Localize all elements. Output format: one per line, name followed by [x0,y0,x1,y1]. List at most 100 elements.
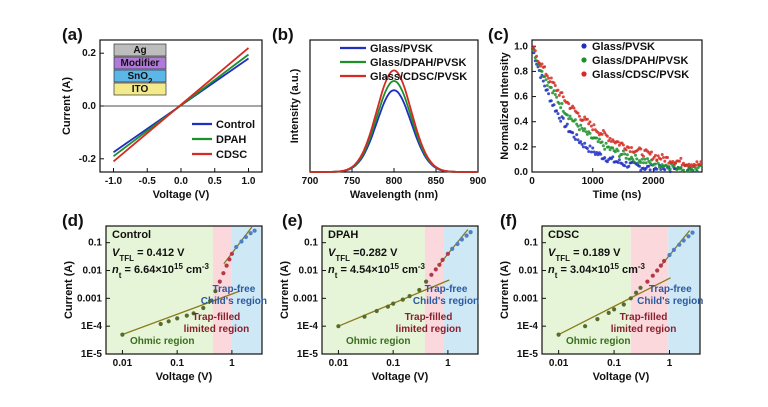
panel-c-data-point [552,81,556,85]
panel-c-data-point [600,140,604,144]
panel-c-data-point [655,158,659,162]
panel-c-data-point [662,156,665,159]
panel-c-data-point [543,84,547,88]
panel-c-data-point [552,103,556,107]
sclc-data-point [655,268,660,273]
panel-a-xtick-label: 1.0 [242,176,256,187]
child-region-label: Trap-free [649,284,692,295]
sclc-data-point [667,252,672,258]
panel-d-ytick-label: 0.1 [88,238,102,249]
panel-e-ytick-label: 0.001 [293,293,318,304]
panel-c-data-point [623,164,627,168]
sclc-data-point [184,313,189,318]
panel-f-xtick-label: 1 [667,358,673,369]
panel-c-data-point [579,123,583,127]
panel-c-data-point [632,160,636,164]
panel-c-ytick-label: 0.6 [514,92,528,103]
sclc-data-point [248,231,253,236]
panel-c-data-point [553,84,557,87]
panel-f-label: (f) [500,211,517,230]
panel-e-xlabel: Voltage (V) [372,371,429,383]
panel-c-data-point [656,154,660,158]
panel-b-series-curve [310,89,478,173]
panel-c-data-point [699,160,703,164]
sclc-data-point [583,324,588,329]
panel-c-legend-swatch [581,57,587,63]
panel-d-ytick-label: 1E-4 [81,321,103,332]
panel-c-data-point [611,155,615,159]
panel-c-data-point [549,99,553,103]
sclc-data-point [175,316,180,321]
sclc-data-point [227,257,232,262]
panel-c-data-point [583,115,587,119]
panel-c-data-point [624,156,628,160]
vtfl-value: VTFL = 0.189 V [548,247,621,263]
panel-c-data-point [585,117,589,121]
tfl-region-label: Trap-filled [620,312,668,323]
panel-c-data-point [605,160,609,164]
sclc-data-point [681,238,686,243]
sclc-data-point [445,251,450,256]
panel-e-ytick-label: 0.01 [299,266,319,277]
panel-c-data-point [613,150,617,154]
panel-c-data-point [539,76,543,80]
panel-c-xlabel: Time (ns) [593,189,642,201]
panel-c-data-point [656,161,660,165]
tfl-region-bg [424,226,445,354]
panel-a-xtick-label: 0.5 [208,176,222,187]
panel-c-ytick-label: 0.8 [514,66,528,77]
panel-c-data-point [591,128,595,132]
panel-c-data-point [559,119,563,123]
panel-c-data-point [588,144,592,148]
panel-c-data-point [580,142,584,146]
panel-e-xtick-label: 0.1 [386,358,400,369]
sclc-data-point [433,267,438,272]
panel-b-series-curve [310,79,478,173]
panel-a-inset-label: Ag [133,45,146,56]
panel-d-ylabel: Current (A) [63,261,75,319]
ohmic-region-label: Ohmic region [346,336,410,347]
panel-c-data-point [560,102,564,105]
panel-c-data-point [663,168,667,172]
child-region-bg [668,226,700,354]
panel-c-data-point [624,148,628,152]
panel-c-ytick-label: 1.0 [514,41,528,52]
panel-c-data-point [666,165,669,169]
panel-c-data-point [631,157,635,161]
panel-c-data-point [691,165,695,169]
panel-c-data-point [599,152,603,156]
panel-b-legend-label: Glass/PVSK [370,43,433,55]
sample-name: DPAH [328,229,358,241]
panel-c-data-point [575,133,579,137]
panel-c-data-point [695,169,699,172]
sclc-data-point [385,304,390,309]
panel-c-data-point [628,150,632,154]
panel-c-data-point [544,78,548,82]
panel-b-label: (b) [272,25,294,44]
panel-c-data-point [648,152,652,156]
panel-c-label: (c) [488,25,509,44]
panel-c-data-point [547,92,551,96]
sclc-data-point [239,239,244,244]
panel-e-ytick-label: 1E-5 [297,349,319,360]
panel-c-ytick-label: 0.0 [514,167,528,178]
sample-name: CDSC [548,229,579,241]
child-region-bg [444,226,478,354]
tfl-region-bg [630,226,669,354]
sclc-data-point [686,234,691,239]
panel-c-data-point [551,91,555,95]
panel-c-data-point [624,160,628,164]
panel-f-ytick-label: 0.01 [519,266,539,277]
panel-c-data-point [576,138,580,142]
panel-c-data-point [585,132,589,136]
panel-c-data-point [545,84,549,87]
panel-d-xtick-label: 1 [229,358,235,369]
panel-c-data-point [587,150,591,153]
panel-a-legend-label: DPAH [216,134,246,146]
panel-c-data-point [660,153,664,156]
panel-c-data-point [555,95,559,99]
panel-d-ytick-label: 1E-5 [81,349,103,360]
panel-b-xtick-label: 900 [470,176,487,187]
panel-c-data-point [571,131,575,135]
panel-d-xtick-label: 0.1 [170,358,184,369]
